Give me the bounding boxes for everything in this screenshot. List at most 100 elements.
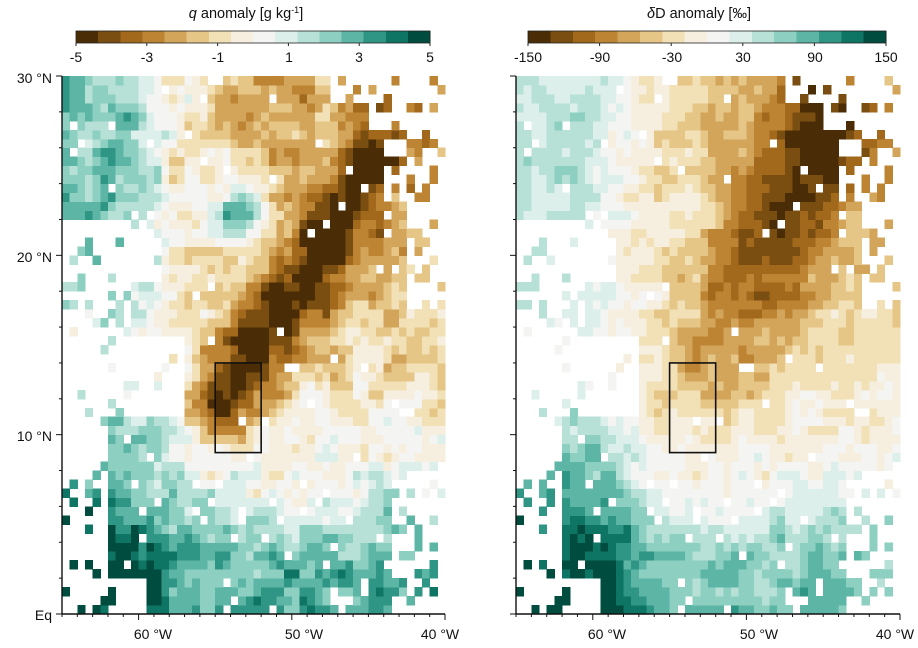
heatmap-cell (261, 371, 270, 382)
heatmap-cell (562, 443, 571, 454)
heatmap-cell (869, 425, 878, 436)
heatmap-cell (615, 165, 625, 176)
heatmap-cell (592, 560, 601, 570)
heatmap-cell (245, 443, 254, 454)
heatmap-cell (353, 605, 362, 615)
heatmap-cell (746, 273, 755, 283)
heatmap-cell (600, 578, 609, 588)
heatmap-cell (330, 327, 339, 337)
heatmap-cell (62, 129, 71, 140)
heatmap-cell (623, 479, 632, 489)
heatmap-cell (784, 219, 793, 229)
heatmap-cell (376, 183, 385, 194)
heatmap-cell (815, 461, 824, 472)
heatmap-cell (876, 327, 886, 337)
heatmap-cell (861, 102, 870, 113)
heatmap-cell (600, 183, 609, 194)
heatmap-cell (700, 264, 709, 274)
heatmap-cell (700, 174, 709, 185)
heatmap-cell (107, 443, 117, 454)
heatmap-cell (731, 228, 740, 238)
heatmap-cell (838, 479, 847, 489)
heatmap-cell (115, 210, 124, 220)
heatmap-cell (731, 389, 740, 400)
heatmap-cell (815, 596, 824, 606)
heatmap-cell (238, 156, 247, 167)
heatmap-cell (222, 506, 232, 516)
heatmap-cell (631, 201, 640, 211)
heatmap-cell (761, 174, 770, 185)
heatmap-cell (153, 551, 163, 561)
heatmap-cell (608, 560, 617, 570)
heatmap-cell (238, 488, 247, 498)
heatmap-cell (284, 578, 293, 588)
heatmap-cell (608, 255, 617, 265)
heatmap-cell (192, 246, 201, 256)
heatmap-cell (176, 165, 186, 176)
heatmap-cell (153, 174, 163, 185)
heatmap-cell (169, 470, 178, 480)
heatmap-cell (715, 102, 724, 113)
heatmap-cell (123, 183, 132, 194)
heatmap-cell (146, 524, 155, 534)
heatmap-cell (192, 318, 201, 328)
heatmap-cell (199, 551, 209, 561)
heatmap-cell (84, 246, 94, 256)
heatmap-cell (253, 416, 262, 427)
heatmap-cell (661, 398, 671, 409)
heatmap-cell (291, 210, 300, 220)
heatmap-cell (761, 183, 770, 194)
heatmap-cell (708, 201, 717, 211)
heatmap-cell (123, 380, 132, 391)
heatmap-cell (138, 84, 147, 95)
heatmap-cell (261, 210, 270, 220)
heatmap-cell (307, 569, 316, 579)
heatmap-cell (138, 542, 147, 552)
heatmap-cell (884, 560, 893, 570)
colorbar-segment (319, 31, 343, 43)
heatmap-cell (807, 345, 817, 355)
heatmap-cell (516, 201, 525, 211)
heatmap-cell (376, 353, 385, 364)
heatmap-cell (577, 515, 586, 525)
heatmap-cell (322, 407, 331, 418)
heatmap-cell (199, 309, 209, 319)
heatmap-cell (777, 183, 786, 194)
heatmap-cell (769, 362, 778, 373)
heatmap-cell (276, 434, 285, 445)
heatmap-cell (337, 434, 346, 445)
heatmap-cell (884, 389, 893, 400)
heatmap-cell (585, 488, 594, 498)
heatmap-cell (853, 219, 863, 229)
heatmap-cell (146, 201, 155, 211)
heatmap-cell (800, 111, 809, 122)
heatmap-cell (215, 84, 224, 95)
heatmap-cell (838, 129, 847, 140)
heatmap-cell (330, 416, 339, 427)
heatmap-cell (130, 327, 140, 337)
heatmap-cell (638, 416, 648, 427)
heatmap-cell (569, 560, 578, 570)
heatmap-cell (184, 434, 193, 445)
heatmap-cell (846, 165, 855, 176)
heatmap-cell (92, 488, 101, 498)
heatmap-cell (761, 371, 770, 382)
heatmap-cell (153, 479, 163, 489)
heatmap-cell (222, 443, 232, 454)
heatmap-cell (830, 102, 840, 113)
heatmap-cell (153, 255, 163, 265)
heatmap-cell (800, 174, 809, 185)
heatmap-cell (792, 147, 801, 158)
heatmap-cell (592, 515, 601, 525)
heatmap-cell (677, 309, 686, 319)
heatmap-cell (368, 578, 377, 588)
heatmap-cell (516, 488, 525, 498)
heatmap-cell (222, 147, 232, 158)
heatmap-cell (562, 138, 571, 149)
heatmap-cell (731, 425, 740, 436)
heatmap-cell (238, 461, 247, 472)
heatmap-cell (391, 318, 400, 328)
heatmap-cell (406, 461, 415, 472)
heatmap-cell (399, 255, 408, 265)
heatmap-cell (654, 497, 663, 507)
